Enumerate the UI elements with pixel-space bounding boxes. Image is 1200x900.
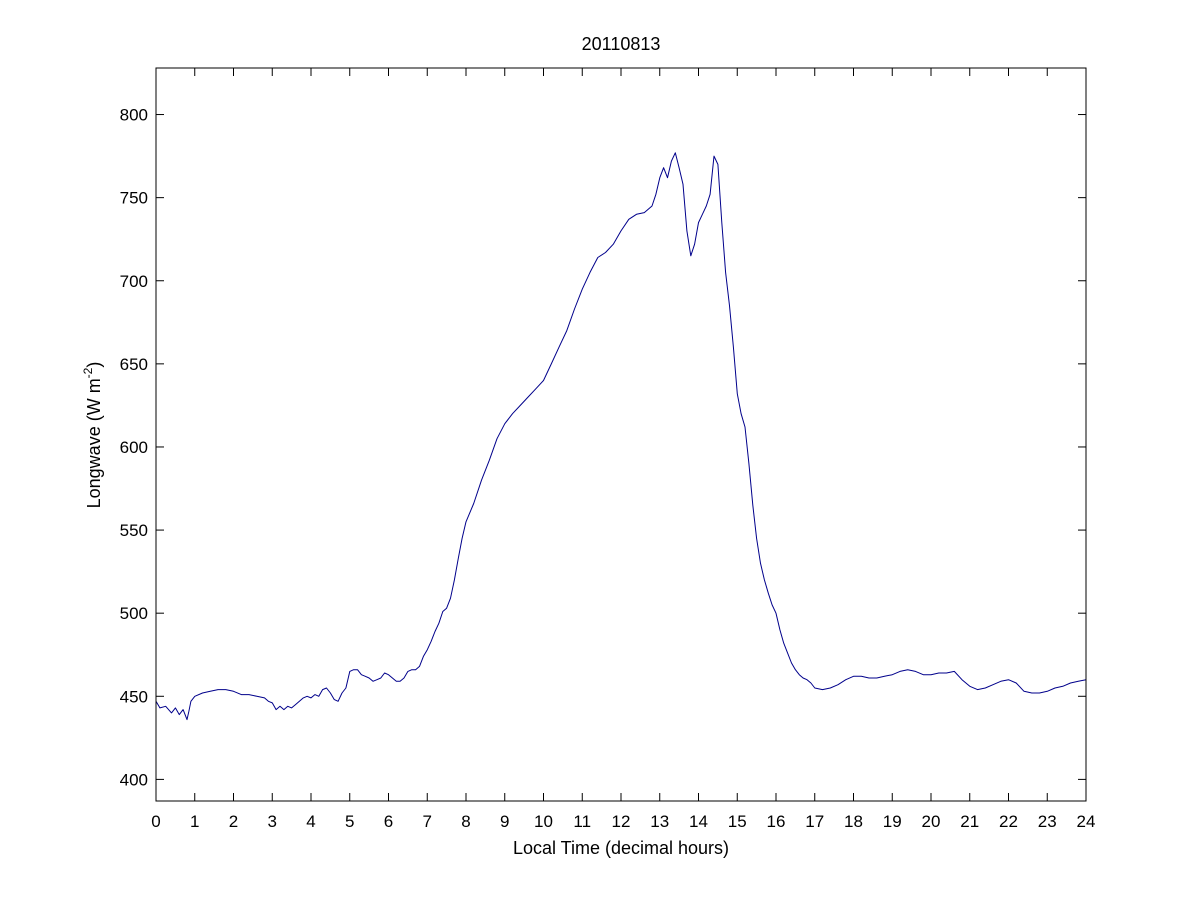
x-axis-ticks	[155, 68, 1087, 801]
y-tick-label: 450	[120, 687, 148, 706]
x-tick-label: 7	[423, 812, 432, 831]
x-tick-label: 24	[1077, 812, 1096, 831]
x-tick-label: 2	[229, 812, 238, 831]
y-axis-label-suffix: )	[84, 362, 104, 368]
x-tick-label: 3	[268, 812, 277, 831]
x-tick-label: 17	[805, 812, 824, 831]
x-tick-label: 19	[883, 812, 902, 831]
y-axis-label: Longwave (W m-2)	[81, 362, 104, 509]
x-tick-label: 13	[650, 812, 669, 831]
y-tick-label: 400	[120, 770, 148, 789]
y-tick-label: 600	[120, 438, 148, 457]
x-tick-label: 10	[534, 812, 553, 831]
x-tick-label: 5	[345, 812, 354, 831]
x-tick-label: 21	[960, 812, 979, 831]
x-tick-label: 22	[999, 812, 1018, 831]
y-axis-tick-labels: 400 450 500 550 600 650 700 750 800	[120, 106, 148, 790]
x-tick-label: 4	[306, 812, 315, 831]
y-tick-label: 550	[120, 521, 148, 540]
x-tick-label: 23	[1038, 812, 1057, 831]
longwave-series-line	[155, 152, 1087, 721]
chart-title: 20110813	[582, 34, 661, 54]
y-tick-label: 800	[120, 106, 148, 125]
x-tick-label: 16	[767, 812, 786, 831]
y-tick-label: 750	[120, 189, 148, 208]
x-tick-label: 20	[922, 812, 941, 831]
x-tick-label: 15	[728, 812, 747, 831]
y-tick-label: 700	[120, 272, 148, 291]
y-axis-label-superscript: -2	[81, 367, 95, 378]
y-axis-ticks	[156, 114, 1086, 780]
y-tick-label: 650	[120, 355, 148, 374]
series-layer	[155, 152, 1087, 721]
x-tick-label: 11	[573, 812, 591, 831]
x-axis-label: Local Time (decimal hours)	[513, 838, 729, 858]
plot-area-background	[156, 68, 1086, 801]
y-axis-label-text: Longwave (W m	[84, 378, 104, 508]
x-tick-label: 14	[689, 812, 708, 831]
x-tick-label: 18	[844, 812, 863, 831]
y-tick-label: 500	[120, 604, 148, 623]
x-tick-label: 1	[190, 812, 199, 831]
x-tick-label: 8	[461, 812, 470, 831]
plot-area-frame	[155, 67, 1087, 802]
x-tick-label: 0	[151, 812, 160, 831]
x-tick-label: 9	[500, 812, 509, 831]
x-tick-label: 6	[384, 812, 393, 831]
x-tick-label: 12	[612, 812, 631, 831]
x-axis-tick-labels: 0 1 2 3 4 5 6 7 8 9 10 11 12 13 14 15 16 17 18 19 20 21 22 23 24	[151, 812, 1095, 831]
